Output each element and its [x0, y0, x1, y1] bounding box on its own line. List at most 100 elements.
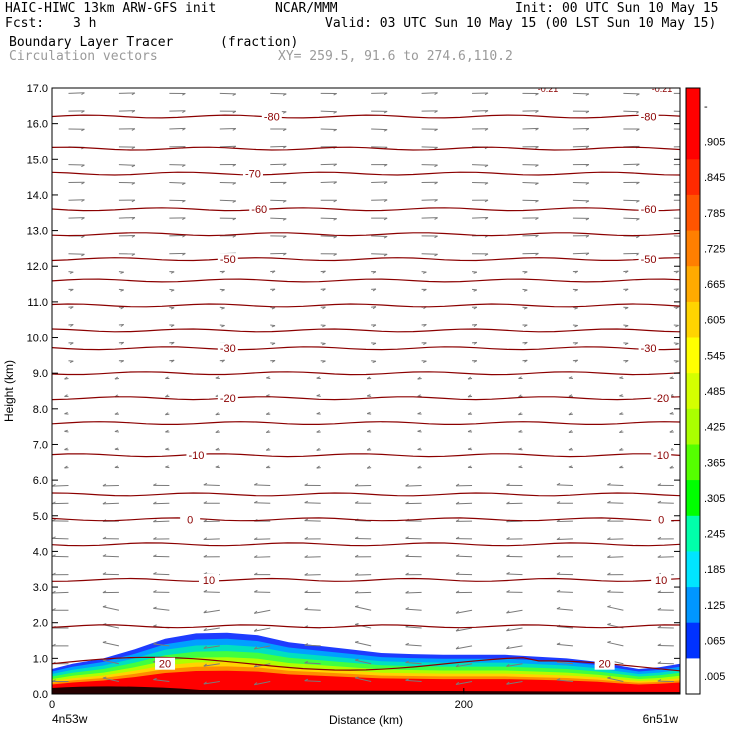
contour-line [52, 492, 680, 497]
wind-vector [254, 500, 271, 504]
wind-vector [619, 376, 624, 380]
wind-vector [673, 270, 679, 274]
wind-vector [118, 146, 136, 150]
wind-vector [215, 430, 220, 433]
wind-vector [102, 640, 120, 647]
contour-label-bg [155, 657, 176, 670]
wind-vector [417, 376, 422, 380]
wind-vector [522, 217, 539, 221]
colorbar: - .905 .845 .785 .725 .665 .605 .545 .485 .425 .36… [685, 87, 725, 695]
wind-vector [673, 253, 680, 255]
wind-vector [518, 376, 523, 380]
colorbar-swatch [686, 159, 700, 196]
wind-vector [421, 235, 438, 239]
wind-vector [421, 181, 438, 185]
wind-vector [118, 324, 125, 327]
colorbar-swatch [686, 658, 700, 695]
wind-vector [556, 482, 573, 486]
wind-vector [316, 447, 321, 451]
wind-vector [623, 359, 629, 363]
wind-vector [169, 341, 175, 345]
wind-vector [417, 429, 422, 433]
contour-label-bg [249, 203, 270, 216]
wind-vector [102, 483, 119, 487]
wind-vector [265, 412, 271, 415]
wind-vector [673, 110, 680, 112]
contour-label-bg [186, 449, 207, 462]
wind-vector [169, 92, 186, 96]
wind-vector [153, 677, 170, 683]
wind-vector [153, 642, 170, 647]
wind-vector [607, 572, 624, 576]
wind-vector [320, 92, 337, 96]
colorbar-label: - [704, 101, 708, 113]
contour-label-bg [594, 657, 615, 670]
wind-vector [52, 501, 69, 505]
tracer-shading [52, 632, 680, 694]
contour-label: -50 [220, 254, 236, 266]
wind-vector [669, 376, 674, 380]
wind-vector [522, 234, 539, 238]
wind-vector [320, 253, 337, 256]
wind-vector [556, 606, 573, 611]
wind-vector [467, 412, 473, 415]
contour-line [52, 171, 680, 176]
wind-vector [118, 360, 124, 363]
colorbar-label: .725 [704, 243, 725, 255]
wind-vector [366, 465, 372, 469]
wind-vector [270, 359, 276, 363]
wind-vector [169, 359, 175, 363]
wind-vector [623, 342, 629, 346]
contour-label-bg [217, 342, 238, 355]
y-tick-label: 0.0 [33, 689, 48, 701]
wind-vector [657, 607, 674, 611]
wind-vector [455, 645, 473, 650]
wind-vector [623, 252, 640, 256]
wind-vector [219, 199, 237, 203]
wind-vector [522, 324, 528, 328]
wind-vector [467, 376, 473, 380]
contour-label: 10 [203, 575, 215, 587]
wind-vector [455, 627, 473, 632]
wind-vector [270, 181, 287, 185]
wind-vector [52, 518, 69, 522]
wind-vector [506, 537, 523, 540]
contour-top-label: -0.21 [538, 84, 559, 94]
colorbar-swatch [686, 301, 700, 338]
wind-vector [165, 376, 170, 380]
wind-vector [405, 536, 422, 540]
contour-line [52, 303, 680, 308]
wind-vector [219, 181, 237, 185]
wind-vector [471, 341, 478, 345]
wind-vector [657, 661, 674, 665]
wind-vector [270, 252, 287, 256]
forecast-label: Fcst: [5, 16, 45, 31]
colorbar-swatch [686, 444, 700, 481]
wind-vector [657, 500, 674, 504]
wind-vector [64, 394, 69, 398]
wind-vector [607, 676, 624, 683]
wind-vector [421, 288, 427, 292]
wind-vector [153, 554, 170, 558]
contour-line [52, 421, 680, 425]
wind-vector [114, 376, 119, 380]
wind-vector [118, 181, 136, 185]
x-tick-label: 200 [455, 699, 473, 711]
wind-vector [68, 128, 85, 132]
wind-vector [568, 394, 573, 397]
wind-vector [417, 447, 422, 451]
wind-vector [320, 342, 326, 346]
y-tick-label: 5.0 [33, 511, 48, 523]
wind-vector [371, 164, 388, 167]
tracer-band-7 [52, 670, 680, 694]
wind-vector [522, 127, 539, 131]
wind-vector [102, 605, 120, 611]
wind-vector [169, 110, 186, 113]
wind-vector [304, 483, 321, 486]
contour-label-bg [261, 110, 282, 123]
wind-vector [64, 429, 69, 433]
wind-vector [572, 145, 590, 149]
wind-vector [506, 571, 523, 576]
contour-line [52, 146, 680, 151]
